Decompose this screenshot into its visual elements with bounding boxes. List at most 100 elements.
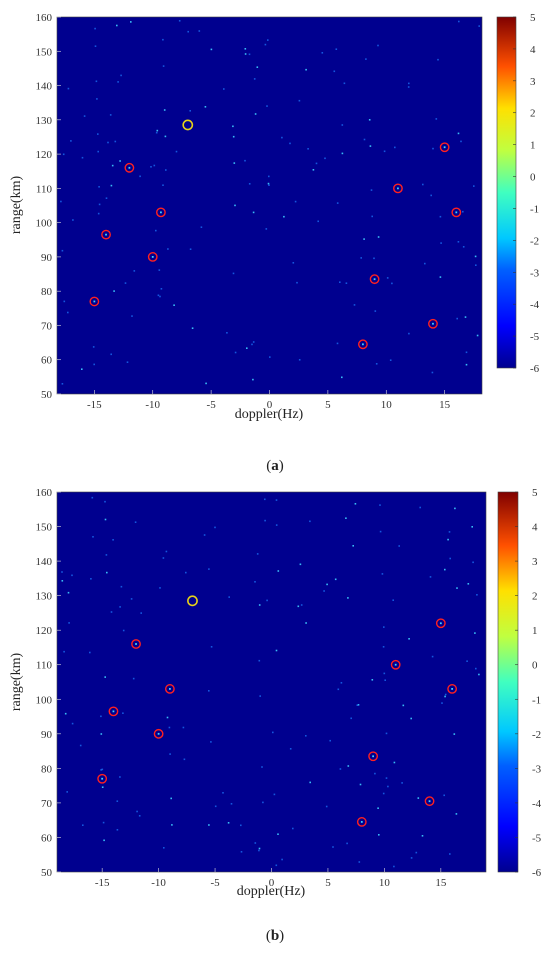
- clutter-dot: [70, 140, 72, 142]
- y-tick-label: 160: [36, 487, 53, 499]
- clutter-dot: [336, 342, 339, 345]
- clutter-dot: [474, 255, 477, 258]
- x-tick-label: -15: [95, 877, 110, 889]
- clutter-dot: [363, 138, 366, 141]
- clutter-dot: [476, 334, 479, 337]
- y-axis-ticks: 50 60 70 80 90 100 110 120 130 140 150 160: [36, 487, 61, 879]
- clutter-dot: [424, 262, 426, 265]
- clutter-dot: [275, 864, 278, 867]
- clutter-dot: [159, 587, 161, 589]
- clutter-dot: [131, 315, 133, 317]
- clutter-dot: [374, 772, 376, 775]
- y-axis-label: range(km): [9, 653, 24, 712]
- clutter-dot: [292, 262, 295, 264]
- clutter-dot: [90, 578, 92, 580]
- clutter-dot: [254, 581, 256, 583]
- clutter-dot: [312, 169, 315, 171]
- clutter-dot: [346, 842, 348, 845]
- clutter-dot: [389, 359, 392, 361]
- x-tick-label: -15: [87, 399, 102, 411]
- clutter-dot: [159, 295, 161, 298]
- target-circle: [393, 183, 403, 194]
- clutter-dot: [449, 853, 451, 855]
- clutter-dot: [66, 791, 68, 793]
- target-circle: [153, 728, 164, 739]
- clutter-dot: [474, 632, 476, 634]
- clutter-dot: [457, 132, 460, 135]
- target-circle: [428, 318, 438, 329]
- colorbar-tick-label: -2: [530, 235, 539, 247]
- y-tick-label: 120: [36, 625, 53, 637]
- clutter-dot: [383, 150, 386, 153]
- clutter-dot: [162, 65, 165, 67]
- clutter-dot: [116, 800, 119, 802]
- clutter-dot: [385, 777, 388, 779]
- panel-a: -15 -10 -5 0 5 10 15 5060708090100110120130140…: [9, 12, 540, 474]
- colorbar-tick-label: 0: [532, 660, 538, 672]
- target-circle: [147, 252, 158, 262]
- clutter-dot: [421, 835, 424, 837]
- clutter-dot: [173, 304, 175, 306]
- clutter-dot: [456, 587, 458, 589]
- clutter-dot: [228, 596, 230, 598]
- clutter-dot: [191, 327, 194, 329]
- clutter-dot: [369, 145, 372, 147]
- clutter-dot: [109, 114, 112, 116]
- clutter-dot: [222, 792, 224, 794]
- clutter-dot: [447, 538, 449, 541]
- y-tick-label: 70: [41, 320, 53, 332]
- target-circle: [101, 229, 111, 240]
- colorbar-tick-label: 3: [530, 76, 536, 88]
- clutter-dot: [251, 343, 253, 346]
- clutter-dot: [119, 160, 121, 162]
- clutter-dot: [341, 376, 343, 379]
- colorbar-ticks: 5 4 3 2 1 0 -1 -2 -3 -4 -5 -6: [513, 12, 540, 375]
- clutter-dot: [384, 679, 386, 681]
- clutter-dot: [119, 776, 121, 778]
- clutter-dot: [160, 288, 163, 290]
- clutter-dot: [155, 131, 158, 134]
- clutter-dot: [175, 150, 178, 153]
- clutter-dot: [382, 792, 385, 795]
- clutter-dot: [61, 571, 63, 573]
- target-point: [135, 643, 137, 645]
- colorbar-tick-label: 3: [532, 556, 538, 568]
- clutter-dot: [339, 768, 342, 770]
- clutter-dot: [157, 294, 160, 297]
- clutter-dot: [262, 801, 264, 804]
- colorbar-tick-label: -3: [530, 267, 540, 279]
- colorbar-tick-label: 4: [532, 522, 538, 534]
- clutter-dot: [198, 30, 201, 32]
- colorbar-tick-label: 2: [532, 591, 538, 603]
- clutter-dot: [281, 858, 283, 861]
- target-circle: [164, 684, 175, 694]
- clutter-dot: [83, 115, 86, 117]
- clutter-dot: [296, 281, 298, 284]
- clutter-dot: [230, 803, 233, 805]
- clutter-dot: [345, 517, 347, 519]
- clutter-dot: [462, 210, 464, 213]
- clutter-dot: [94, 27, 96, 30]
- clutter-dots: [61, 496, 480, 868]
- clutter-dot: [377, 807, 379, 809]
- target-circle: [390, 659, 401, 670]
- clutter-dot: [116, 829, 119, 831]
- y-tick-label: 60: [41, 832, 53, 844]
- clutter-dot: [170, 797, 172, 800]
- x-tick-label: 5: [325, 877, 331, 889]
- colorbar-tick-label: 1: [532, 625, 538, 637]
- clutter-dot: [345, 282, 348, 284]
- clutter-dot: [101, 786, 104, 788]
- clutter-dot: [429, 576, 432, 578]
- clutter-dot: [98, 186, 100, 188]
- colorbar-tick-label: 4: [530, 44, 536, 56]
- target-circle: [156, 207, 166, 218]
- clutter-dot: [162, 557, 165, 559]
- clutter-dot: [454, 507, 456, 510]
- clutter-dot: [61, 580, 64, 582]
- clutter-dot: [456, 317, 458, 320]
- clutter-dot: [93, 363, 95, 366]
- clutter-dot: [462, 246, 465, 248]
- clutter-dot: [227, 822, 230, 824]
- clutter-dot: [377, 236, 380, 238]
